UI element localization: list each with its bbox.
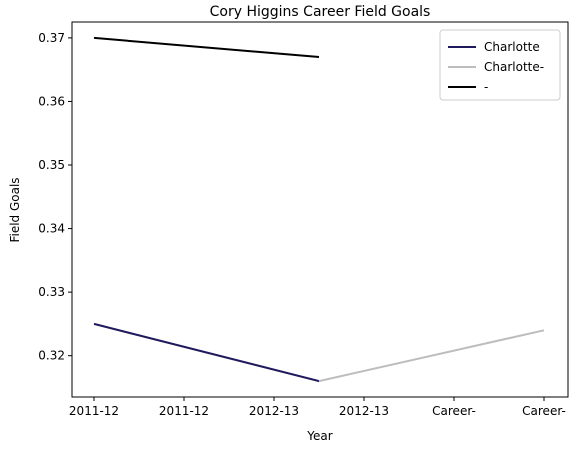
legend-entry: -	[484, 80, 488, 94]
y-tick-label: 0.37	[38, 31, 65, 45]
x-tick-label: 2011-12	[159, 404, 209, 418]
chart-title: Cory Higgins Career Field Goals	[210, 4, 431, 20]
x-axis-label: Year	[306, 429, 332, 443]
x-tick-label: 2012-13	[249, 404, 299, 418]
x-tick-label: Career-	[432, 404, 476, 418]
legend-entry: Charlotte-	[484, 60, 544, 74]
x-axis-ticks: 2011-12 2011-12 2012-13 2012-13 Career- Caree…	[69, 397, 566, 418]
y-axis-ticks: 0.32 0.33 0.34 0.35 0.36 0.37	[38, 31, 72, 363]
series-line	[318, 329, 545, 383]
y-tick-label: 0.34	[38, 222, 65, 236]
plot-frame	[71, 21, 569, 398]
y-tick-label: 0.33	[38, 285, 65, 299]
legend-entry: Charlotte	[484, 40, 540, 54]
x-tick-label: Career-	[522, 404, 566, 418]
y-axis-label: Field Goals	[8, 177, 22, 242]
series-lines	[93, 36, 545, 383]
y-tick-label: 0.36	[38, 94, 65, 108]
legend: Charlotte Charlotte- -	[439, 29, 561, 101]
y-tick-label: 0.35	[38, 158, 65, 172]
series-line	[93, 36, 320, 58]
y-tick-label: 0.32	[38, 349, 65, 363]
x-tick-label: 2011-12	[69, 404, 119, 418]
x-tick-label: 2012-13	[339, 404, 389, 418]
series-line	[93, 322, 320, 383]
